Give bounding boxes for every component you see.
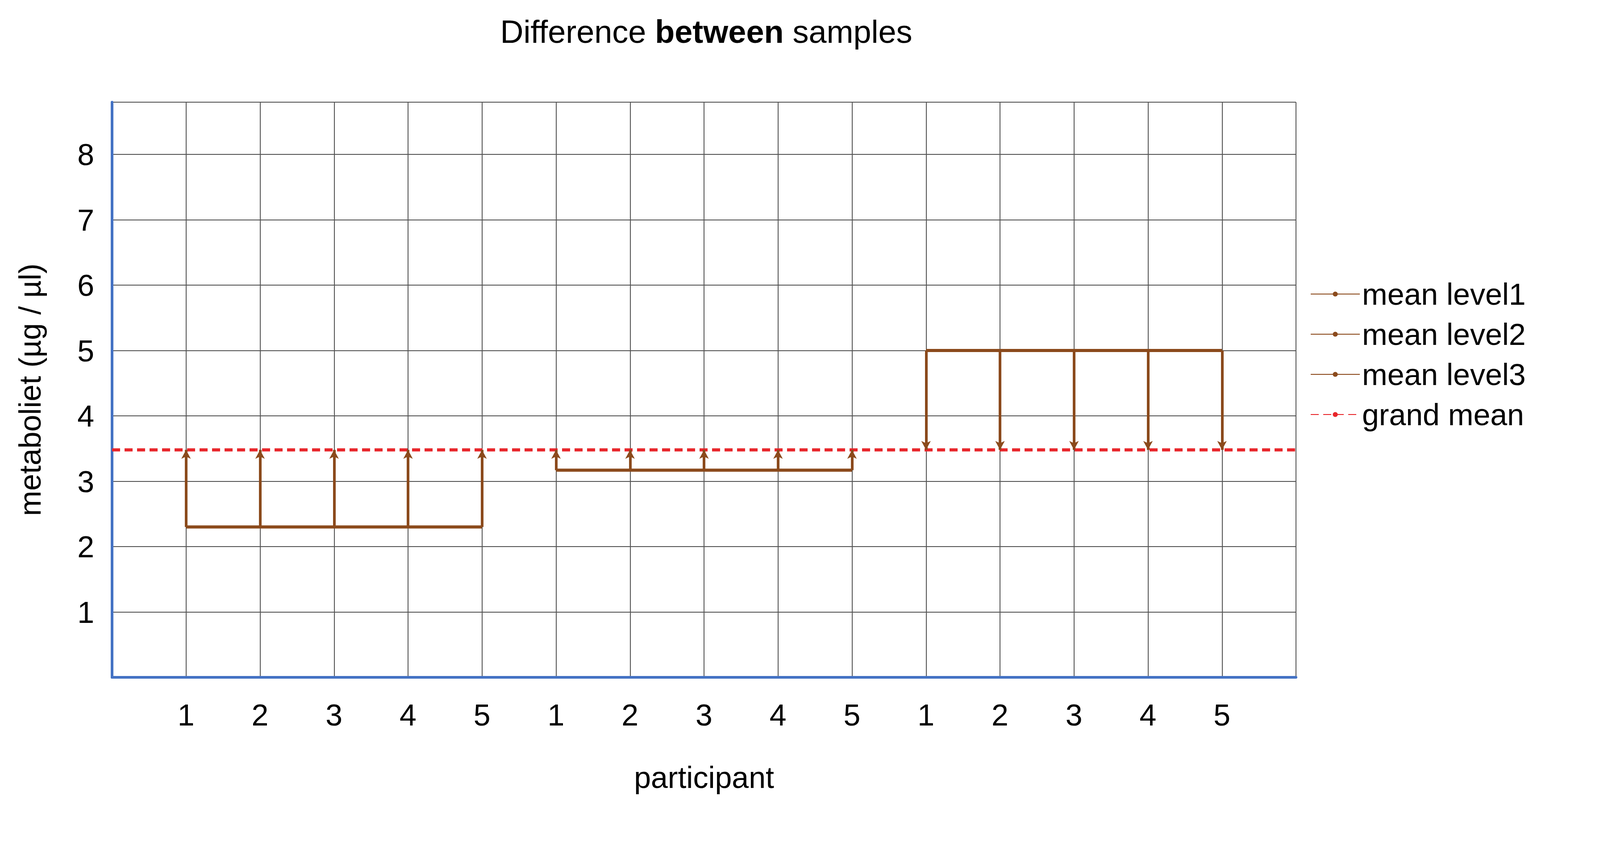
svg-text:2: 2 xyxy=(251,698,269,733)
svg-text:3: 3 xyxy=(1065,698,1083,733)
svg-text:4: 4 xyxy=(77,399,95,434)
svg-text:mean level2: mean level2 xyxy=(1362,317,1526,352)
svg-text:4: 4 xyxy=(769,698,787,733)
svg-text:between: between xyxy=(654,13,784,50)
svg-text:4: 4 xyxy=(399,698,417,733)
svg-text:6: 6 xyxy=(77,268,95,303)
svg-text:3: 3 xyxy=(325,698,343,733)
svg-text:mean level1: mean level1 xyxy=(1362,277,1526,312)
svg-text:5: 5 xyxy=(843,698,861,733)
svg-text:mean level3: mean level3 xyxy=(1362,357,1526,392)
svg-text:metaboliet (µg / µl): metaboliet (µg / µl) xyxy=(12,263,47,517)
svg-text:2: 2 xyxy=(621,698,639,733)
svg-text:2: 2 xyxy=(77,529,95,564)
svg-text:1: 1 xyxy=(77,595,95,630)
svg-text:4: 4 xyxy=(1139,698,1157,733)
svg-text:8: 8 xyxy=(77,137,95,172)
svg-text:2: 2 xyxy=(991,698,1009,733)
svg-text:5: 5 xyxy=(473,698,491,733)
svg-text:samples: samples xyxy=(783,13,913,50)
svg-text:grand mean: grand mean xyxy=(1362,397,1525,432)
svg-text:5: 5 xyxy=(77,333,95,368)
svg-text:Difference: Difference xyxy=(500,13,655,50)
svg-text:3: 3 xyxy=(695,698,713,733)
svg-text:7: 7 xyxy=(77,203,95,238)
svg-text:1: 1 xyxy=(547,698,565,733)
svg-text:1: 1 xyxy=(177,698,195,733)
svg-text:participant: participant xyxy=(633,760,775,795)
svg-text:3: 3 xyxy=(77,464,95,499)
svg-text:1: 1 xyxy=(917,698,935,733)
svg-text:5: 5 xyxy=(1213,698,1231,733)
